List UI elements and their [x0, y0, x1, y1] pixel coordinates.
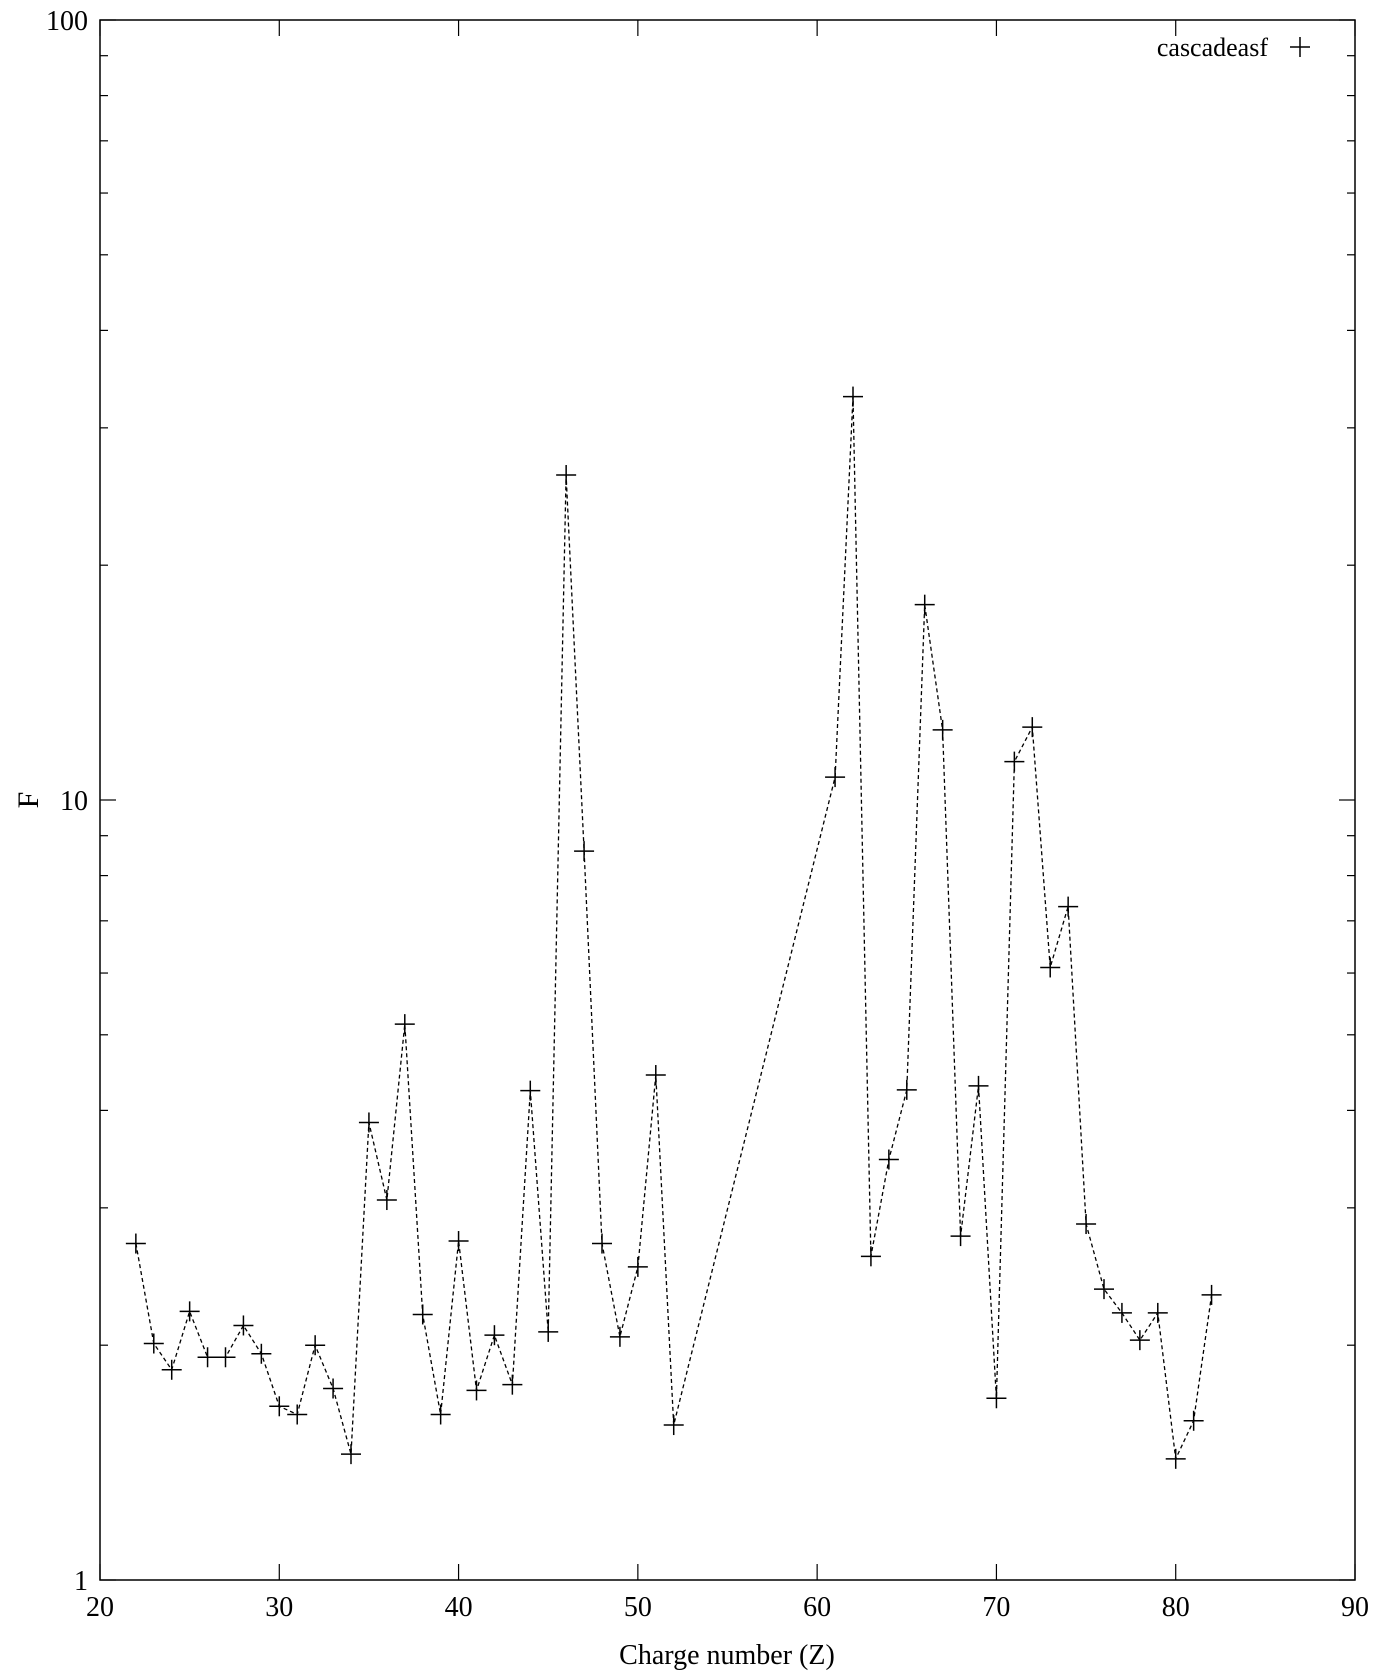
data-point	[269, 1396, 290, 1417]
data-point	[932, 719, 953, 740]
data-point	[627, 1256, 648, 1277]
data-point	[323, 1378, 344, 1399]
data-point	[843, 386, 863, 407]
data-point	[663, 1415, 684, 1436]
data-point	[448, 1231, 469, 1252]
data-point	[968, 1075, 989, 1096]
x-tick-label: 30	[265, 1592, 293, 1623]
data-point	[1076, 1214, 1097, 1235]
data-point	[1022, 717, 1043, 738]
data-point	[376, 1190, 397, 1211]
data-point	[825, 767, 846, 788]
y-tick-label: 1	[74, 1566, 88, 1597]
data-point	[1201, 1284, 1222, 1305]
data-point	[251, 1343, 272, 1364]
data-point	[484, 1325, 505, 1346]
data-point	[896, 1079, 917, 1100]
x-tick-label: 70	[982, 1592, 1010, 1623]
data-point	[1147, 1302, 1168, 1323]
data-point	[538, 1321, 559, 1342]
data-point	[1129, 1330, 1150, 1351]
data-points	[125, 386, 1222, 1469]
data-point	[233, 1315, 254, 1336]
data-point	[215, 1347, 236, 1368]
data-point	[574, 841, 595, 862]
x-tick-label: 50	[624, 1592, 652, 1623]
data-point	[1165, 1448, 1186, 1469]
data-point	[179, 1301, 200, 1322]
legend: cascadeasf	[1157, 33, 1310, 62]
data-point	[358, 1112, 379, 1133]
data-point	[1094, 1279, 1114, 1300]
legend-label: cascadeasf	[1157, 33, 1268, 62]
data-point	[878, 1149, 899, 1170]
x-tick-label: 80	[1162, 1592, 1190, 1623]
data-point	[914, 594, 935, 615]
data-point	[305, 1335, 326, 1356]
series-line-cascadeasf	[135, 396, 1213, 1462]
axis-ticks	[99, 19, 1356, 1581]
data-point	[1058, 896, 1079, 917]
data-point	[125, 1233, 146, 1254]
data-point	[1004, 751, 1025, 772]
y-tick-label: 10	[60, 786, 88, 817]
data-point	[556, 465, 577, 486]
y-tick-label: 100	[46, 6, 88, 37]
data-point	[341, 1444, 361, 1465]
x-tick-label: 40	[445, 1592, 473, 1623]
y-axis-label: F	[12, 792, 45, 809]
data-point	[287, 1404, 308, 1425]
data-point	[609, 1326, 630, 1347]
data-point	[430, 1404, 451, 1425]
data-point	[412, 1304, 433, 1325]
legend-marker-plus	[1290, 37, 1310, 57]
x-tick-label: 20	[86, 1592, 114, 1623]
data-point	[161, 1359, 182, 1380]
data-point	[1040, 957, 1061, 978]
data-point	[143, 1333, 164, 1354]
data-point	[860, 1246, 881, 1267]
data-point	[950, 1226, 971, 1247]
data-point	[197, 1347, 218, 1368]
data-point	[520, 1080, 541, 1101]
plot-frame	[99, 19, 1356, 1581]
data-point	[394, 1014, 415, 1035]
data-point	[645, 1065, 666, 1086]
data-point	[1183, 1410, 1204, 1431]
axis-tick-labels: 20 30 40 50 60 70 80 90 1 10 100	[46, 6, 1369, 1623]
x-axis-label: Charge number (Z)	[619, 1640, 835, 1671]
x-tick-label: 90	[1341, 1592, 1369, 1623]
data-point	[466, 1380, 487, 1401]
data-point	[1111, 1302, 1132, 1323]
data-point	[502, 1374, 523, 1395]
x-tick-label: 60	[803, 1592, 831, 1623]
data-point	[986, 1388, 1007, 1409]
data-point	[592, 1233, 612, 1254]
